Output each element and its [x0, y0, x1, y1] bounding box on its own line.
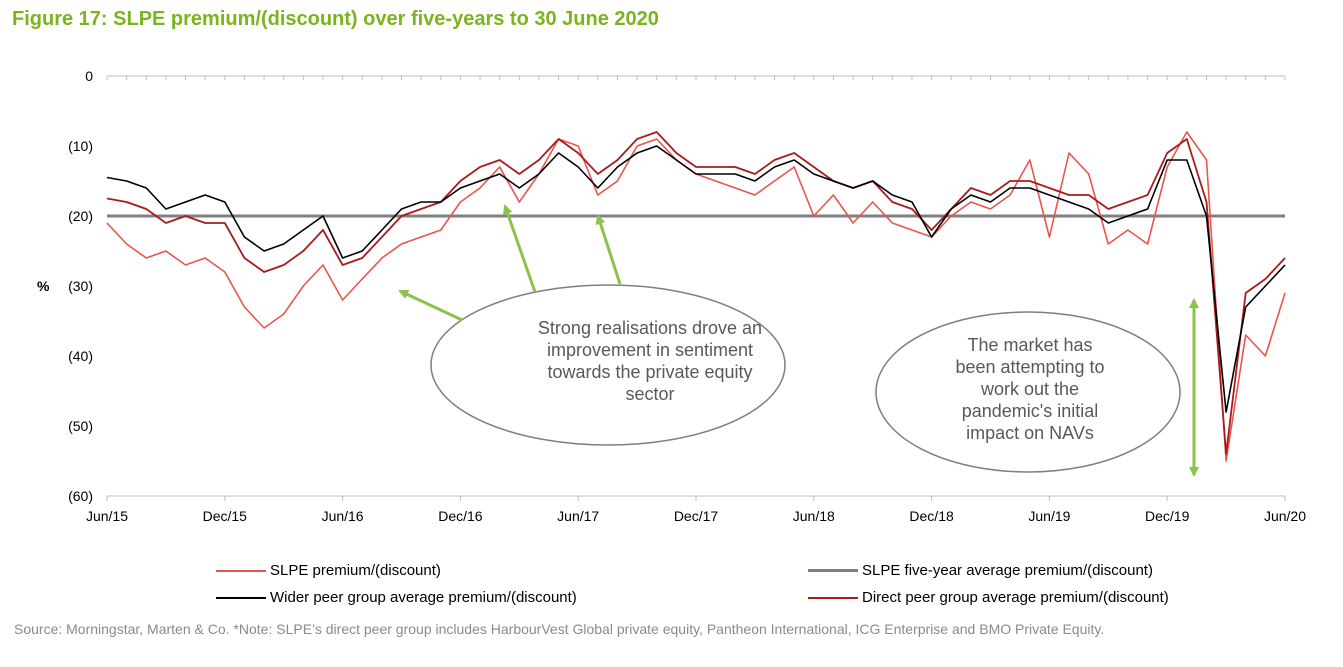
y-tick-label: (30) — [68, 278, 93, 294]
legend-item-average: SLPE five-year average premium/(discount… — [808, 562, 1153, 579]
chart-area: 0 (10) (20) (30) (40) (50) (60)% Jun/15 Dec/15 Ju… — [37, 68, 1306, 524]
y-tick-label: 0 — [85, 68, 93, 84]
x-tick-label: Jun/20 — [1264, 508, 1306, 524]
annotation-text-sentiment: towards the private equity — [547, 362, 752, 382]
legend-item-slpe: SLPE premium/(discount) — [216, 562, 441, 579]
x-tick-label: Dec/16 — [438, 508, 483, 524]
annotation-text-pandemic: work out the — [980, 379, 1079, 399]
legend-item-wider: Wider peer group average premium/(discou… — [216, 589, 577, 606]
annotation-text-pandemic: impact on NAVs — [966, 423, 1094, 443]
x-tick-label: Dec/18 — [909, 508, 954, 524]
chart-axes: 0 (10) (20) (30) (40) (50) (60)% Jun/15 Dec/15 Ju… — [37, 68, 1306, 524]
annotation-text-pandemic: pandemic's initial — [962, 401, 1099, 421]
legend-label-direct: Direct peer group average premium/(disco… — [862, 589, 1169, 606]
y-tick-label: (60) — [68, 488, 93, 504]
chart-series-layer — [106, 131, 1286, 462]
x-tick-label: Dec/19 — [1145, 508, 1190, 524]
x-tick-label: Jun/18 — [793, 508, 835, 524]
annotation-text-pandemic: been attempting to — [955, 357, 1104, 377]
legend-label-slpe: SLPE premium/(discount) — [270, 562, 441, 579]
legend-item-direct: Direct peer group average premium/(disco… — [808, 589, 1169, 606]
legend-label-wider: Wider peer group average premium/(discou… — [270, 589, 577, 606]
chart-annotations: Strong realisations drove animprovement … — [398, 204, 1199, 477]
x-tick-label: Jun/19 — [1028, 508, 1070, 524]
figure-title: Figure 17: SLPE premium/(discount) over … — [12, 8, 659, 30]
y-axis-label: % — [37, 278, 50, 294]
legend-swatch-wider — [216, 596, 266, 599]
y-tick-label: (20) — [68, 208, 93, 224]
annotation-ellipse-sentiment — [430, 284, 786, 446]
x-tick-label: Jun/16 — [322, 508, 364, 524]
annotation-text-sentiment: sector — [625, 384, 674, 404]
x-tick-label: Jun/15 — [86, 508, 128, 524]
x-tick-label: Dec/15 — [203, 508, 248, 524]
legend-label-average: SLPE five-year average premium/(discount… — [862, 562, 1153, 579]
y-tick-label: (40) — [68, 348, 93, 364]
legend-swatch-slpe — [216, 569, 266, 572]
annotation-text-sentiment: Strong realisations drove an — [538, 318, 762, 338]
series-line-wider-peer-group-average-premium-discount — [106, 145, 1286, 413]
source-note: Source: Morningstar, Marten & Co. *Note:… — [14, 621, 1105, 637]
y-tick-label: (50) — [68, 418, 93, 434]
annotation-text-sentiment: improvement in sentiment — [547, 340, 753, 360]
annotation-text-pandemic: The market has — [967, 335, 1092, 355]
chart-legend: SLPE premium/(discount) SLPE five-year a… — [0, 560, 1343, 610]
legend-swatch-average — [808, 569, 858, 572]
x-tick-label: Jun/17 — [557, 508, 599, 524]
series-line-direct-peer-group-average-premium-discount — [106, 131, 1286, 455]
annotation-arrow — [502, 204, 537, 293]
x-tick-label: Dec/17 — [674, 508, 719, 524]
annotation-arrow — [398, 289, 463, 322]
y-tick-label: (10) — [68, 138, 93, 154]
legend-swatch-direct — [808, 596, 858, 599]
annotation-arrow — [595, 214, 622, 285]
annotation-ellipse-pandemic — [875, 311, 1181, 473]
